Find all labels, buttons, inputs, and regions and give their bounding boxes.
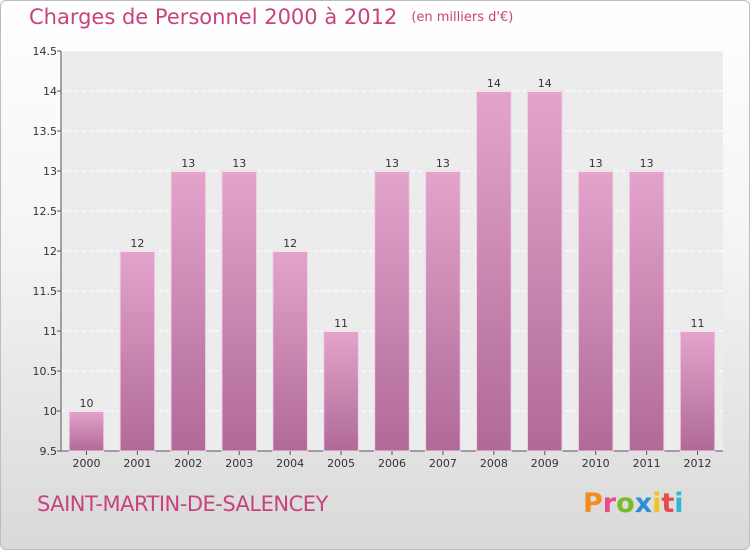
- x-tick-label: 2012: [684, 457, 712, 470]
- x-tick-label: 2000: [72, 457, 100, 470]
- y-tick-label: 12: [43, 245, 57, 258]
- logo-letter: i: [674, 488, 684, 519]
- proxiti-logo: Proxiti: [583, 488, 684, 519]
- bar: [628, 170, 665, 452]
- y-tick-label: 14: [43, 85, 57, 98]
- y-tick-label: 10: [43, 405, 57, 418]
- logo-letter: r: [602, 488, 617, 519]
- x-tick-label: 2005: [327, 457, 355, 470]
- x-tick-label: 2010: [582, 457, 610, 470]
- y-tick-label: 11: [43, 325, 57, 338]
- logo-letter: x: [634, 488, 653, 519]
- x-tick-label: 2002: [174, 457, 202, 470]
- bar: [577, 170, 614, 452]
- bar-data-label: 12: [130, 237, 144, 250]
- bar-data-label: 14: [538, 77, 552, 90]
- bar: [170, 170, 207, 452]
- commune-name: SAINT-MARTIN-DE-SALENCEY: [37, 492, 328, 516]
- bar: [323, 330, 359, 452]
- chart-title-text: Charges de Personnel 2000 à 2012: [29, 5, 398, 29]
- bar-data-label: 13: [436, 157, 450, 170]
- bar: [272, 250, 308, 452]
- logo-letter: o: [616, 488, 635, 519]
- y-tick-label: 10.5: [33, 365, 58, 378]
- bar-data-label: 11: [691, 317, 705, 330]
- x-tick-label: 2009: [531, 457, 559, 470]
- bar: [526, 90, 563, 452]
- bar-data-label: 13: [232, 157, 246, 170]
- x-tick-label: 2008: [480, 457, 508, 470]
- bar-data-label: 13: [640, 157, 654, 170]
- x-tick-label: 2004: [276, 457, 304, 470]
- logo-letter: t: [661, 488, 675, 519]
- y-tick-label: 13: [43, 165, 57, 178]
- bar: [68, 410, 105, 452]
- x-tick-label: 2001: [123, 457, 151, 470]
- bar-data-label: 11: [334, 317, 348, 330]
- y-tick-label: 9.5: [40, 445, 58, 458]
- y-tick-label: 13.5: [33, 125, 58, 138]
- chart-title: Charges de Personnel 2000 à 2012 (en mill…: [29, 5, 513, 29]
- bar-data-label: 13: [181, 157, 195, 170]
- bar: [221, 170, 258, 452]
- y-tick-label: 11.5: [33, 285, 58, 298]
- bar-data-label: 14: [487, 77, 501, 90]
- bar-data-label: 13: [589, 157, 603, 170]
- x-tick-label: 2006: [378, 457, 406, 470]
- y-tick-label: 12.5: [33, 205, 58, 218]
- x-tick-label: 2003: [225, 457, 253, 470]
- bar-data-label: 12: [283, 237, 297, 250]
- bar: [679, 330, 716, 452]
- bar-data-label: 13: [385, 157, 399, 170]
- bar: [119, 250, 156, 452]
- bar: [425, 170, 461, 452]
- bar-data-label: 10: [79, 397, 93, 410]
- logo-letter: P: [583, 488, 603, 519]
- bar: [476, 90, 512, 452]
- x-tick-label: 2011: [633, 457, 661, 470]
- chart-unit: (en milliers d'€): [411, 10, 514, 25]
- logo-letter: i: [652, 488, 662, 519]
- x-tick-label: 2007: [429, 457, 457, 470]
- y-tick-label: 14.5: [33, 45, 58, 58]
- bar: [374, 170, 410, 452]
